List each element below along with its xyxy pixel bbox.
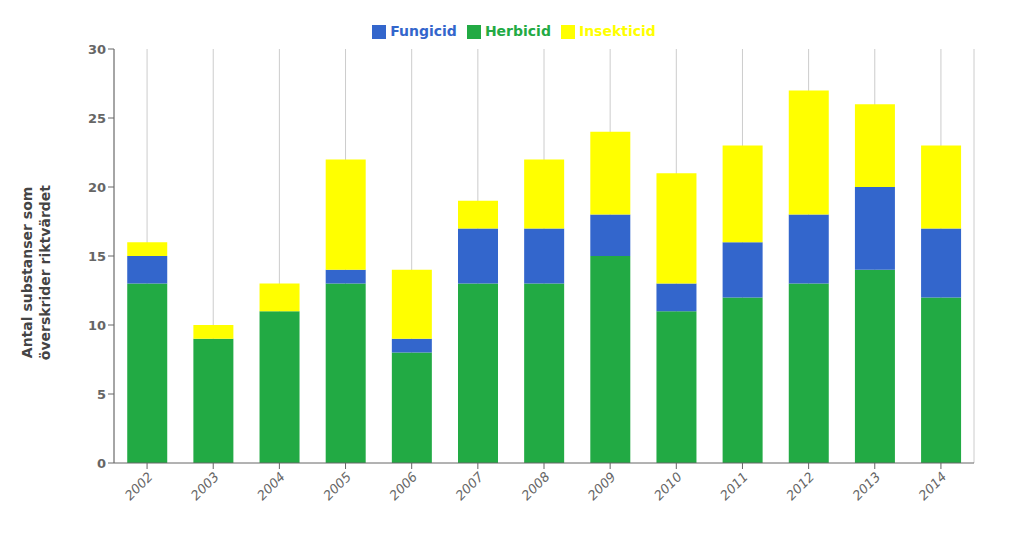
- svg-text:2011: 2011: [717, 469, 751, 503]
- svg-text:30: 30: [88, 42, 106, 57]
- html-text:Fungicid: Fungicid: [390, 23, 457, 39]
- html-text:Herbicid: Herbicid: [484, 23, 551, 39]
- svg-text:20: 20: [88, 180, 106, 195]
- svg-text:10: 10: [88, 318, 106, 333]
- svg-text:0: 0: [97, 456, 106, 471]
- svg-text:5: 5: [97, 387, 106, 402]
- svg-text:2012: 2012: [783, 469, 817, 503]
- svg-text:2009: 2009: [585, 469, 619, 503]
- svg-text:2010: 2010: [651, 469, 685, 503]
- svg-text:2008: 2008: [519, 469, 553, 503]
- svg-text:2003: 2003: [188, 469, 222, 503]
- svg-text:2013: 2013: [849, 469, 883, 503]
- svg-text:2002: 2002: [122, 469, 156, 503]
- svg-text:15: 15: [88, 249, 106, 264]
- svg-text:2014: 2014: [916, 469, 950, 503]
- html-text:Antal substanser som överskrid: Antal substanser som överskrider riktvär…: [18, 185, 53, 361]
- html-text:Insekticid: Insekticid: [578, 23, 656, 39]
- svg-text:2004: 2004: [254, 469, 288, 503]
- svg-text:2006: 2006: [386, 469, 420, 503]
- svg-text:2007: 2007: [452, 469, 487, 504]
- svg-text:25: 25: [88, 111, 106, 126]
- svg-text:2005: 2005: [320, 469, 354, 503]
